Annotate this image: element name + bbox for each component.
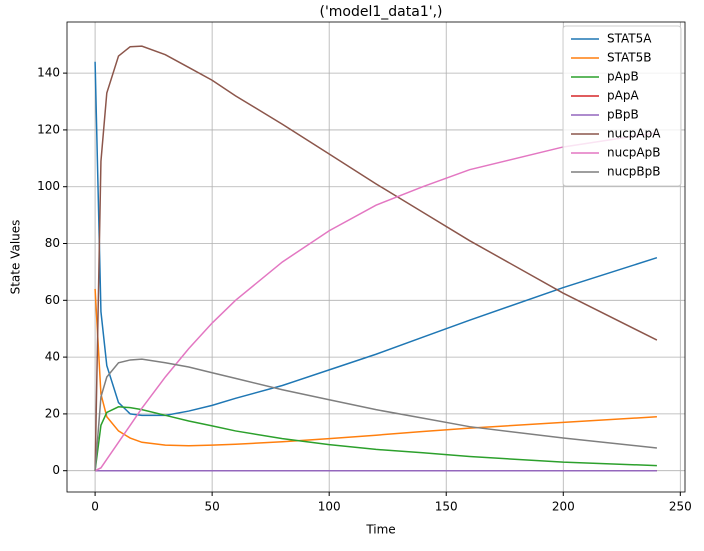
x-tick-label: 100 [318, 500, 341, 514]
legend-label: pApB [607, 70, 639, 84]
x-tick-label: 250 [669, 500, 692, 514]
y-tick-label: 80 [45, 236, 60, 250]
y-tick-label: 40 [45, 350, 60, 364]
legend-box [562, 25, 682, 187]
x-axis-label: Time [365, 523, 395, 537]
y-tick-label: 60 [45, 293, 60, 307]
y-tick-label: 0 [52, 463, 60, 477]
x-tick-label: 50 [204, 500, 219, 514]
plot-frame [66, 21, 686, 493]
legend-label: pBpB [607, 108, 639, 122]
legend-label: nucpApB [607, 146, 660, 160]
legend-label: pApA [607, 89, 639, 103]
legend-label: nucpApA [607, 127, 661, 141]
legend-label: STAT5B [607, 51, 652, 65]
chart-title: ('model1_data1',) [319, 4, 442, 20]
x-tick-label: 200 [552, 500, 575, 514]
legend-label: STAT5A [607, 32, 652, 46]
line [94, 45, 658, 471]
y-tick-label: 100 [37, 179, 60, 193]
y-axis-label: State Values [9, 220, 23, 295]
x-tick-label: 0 [91, 500, 99, 514]
y-tick-label: 20 [45, 406, 60, 420]
line [94, 132, 658, 472]
line [94, 358, 657, 471]
y-tick-label: 140 [37, 66, 60, 80]
x-tick-label: 150 [435, 500, 458, 514]
legend-label: nucpBpB [607, 165, 661, 179]
line [94, 406, 657, 471]
line [94, 61, 658, 417]
line [94, 288, 657, 447]
y-tick-label: 120 [37, 122, 60, 136]
